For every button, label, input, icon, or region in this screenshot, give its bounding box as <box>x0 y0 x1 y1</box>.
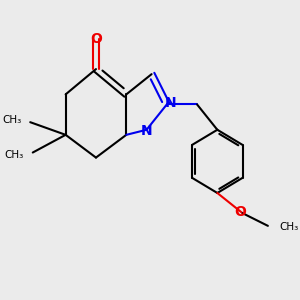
Text: N: N <box>141 124 152 138</box>
Text: O: O <box>90 32 102 46</box>
Text: CH₃: CH₃ <box>279 222 298 232</box>
Text: O: O <box>234 205 246 219</box>
Text: CH₃: CH₃ <box>2 115 21 125</box>
Text: N: N <box>165 96 176 110</box>
Text: CH₃: CH₃ <box>5 150 24 160</box>
